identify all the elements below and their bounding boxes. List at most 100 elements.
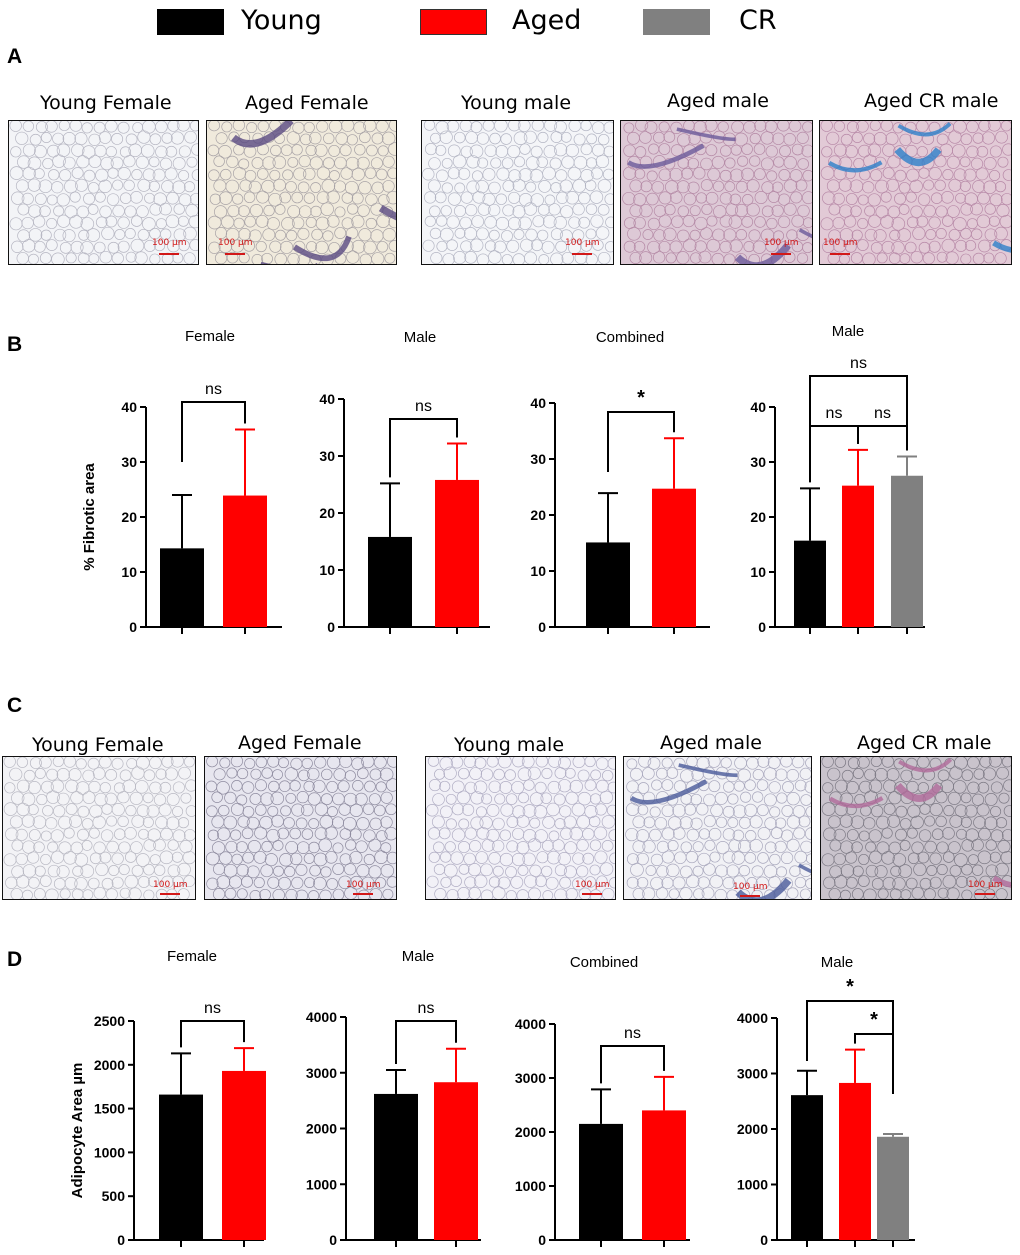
chart-5-y-tick-label-2: 1000 [94,1144,125,1160]
scale-label-c-4: 100 µm [733,882,768,892]
scale-label-a-2: 100 µm [218,238,253,248]
chart-6-y-tick-label-0: 0 [329,1232,337,1248]
chart-3-title: Combined [596,329,664,346]
scale-label-c-3: 100 µm [575,880,610,890]
chart-1-y-tick-label-4: 40 [121,399,137,415]
legend-label-aged: Aged [512,5,582,36]
scale-bar-c-3 [582,893,602,895]
panel-a-title-young-female: Young Female [40,92,172,114]
chart-1-y-label: % Fibrotic area [81,463,98,571]
scale-bar-c-4 [740,895,760,897]
chart-2-y-tick-label-1: 10 [319,562,335,578]
chart-1-y-tick-label-2: 20 [121,509,137,525]
chart-5-y-tick-label-0: 0 [117,1232,125,1248]
chart-5-title: Female [167,948,217,965]
chart-8-bar-young [791,1095,823,1240]
chart-2-y-tick-label-4: 40 [319,391,335,407]
scale-bar-c-1 [160,893,180,895]
chart-1-significance-bracket-0 [181,401,246,462]
scale-label-c-5: 100 µm [968,880,1003,890]
chart-5-bar-aged [222,1070,266,1240]
panel-letter-b: B [7,333,23,356]
chart-4-significance-bracket-0 [809,425,859,483]
chart-7-y-tick-label-4: 4000 [515,1016,546,1032]
chart-4-y-tick-label-2: 20 [750,509,766,525]
chart-6-y-tick-label-2: 2000 [306,1121,337,1137]
chart-8-significance-label-1: * [870,1009,878,1031]
scale-bar-a-4 [771,253,791,255]
chart-4-title: Male [832,323,865,340]
chart-7-y-tick-label-2: 2000 [515,1124,546,1140]
chart-3-y-tick-label-0: 0 [538,619,546,635]
chart-4-significance-label-1: ns [874,405,891,422]
chart-1-title: Female [185,328,235,345]
chart-2-significance-bracket-0 [389,418,458,478]
histology-image-c-young-male [425,756,616,900]
chart-8-bar-cr [877,1136,909,1240]
histology-image-a-young-female [8,120,199,265]
chart-4-bar-young [794,540,826,627]
panel-c-title-young-male: Young male [454,734,565,756]
panel-letter-a: A [7,45,23,68]
chart-7-significance-bracket-0 [600,1045,665,1084]
chart-3-bar-aged [652,488,696,627]
chart-4-y-tick-label-1: 10 [750,564,766,580]
chart-8-y-tick-label-3: 3000 [737,1066,768,1082]
chart-2-title: Male [404,329,437,346]
chart-1-y-tick-label-1: 10 [121,564,137,580]
chart-7-y-tick-label-0: 0 [538,1232,546,1248]
histology-image-a-young-male [421,120,614,265]
chart-8-y-tick-label-0: 0 [760,1232,768,1248]
chart-6-bar-young [374,1093,418,1240]
panel-a-title-aged-cr-male: Aged CR male [864,90,999,112]
chart-8-significance-bracket-0 [806,1000,894,1061]
chart-4-y-tick-label-4: 40 [750,399,766,415]
chart-5-y-tick-label-5: 2500 [94,1013,125,1029]
chart-6-significance-label-0: ns [418,1000,435,1017]
chart-1-bar-aged [223,495,267,627]
panel-c-title-aged-male: Aged male [660,732,762,754]
legend-label-young: Young [241,5,322,36]
chart-3-y-tick-label-1: 10 [530,563,546,579]
scale-label-c-1: 100 µm [153,880,188,890]
chart-7-y-tick-label-3: 3000 [515,1070,546,1086]
chart-2-significance-label-0: ns [415,398,432,415]
scale-label-a-4: 100 µm [764,238,799,248]
panel-letter-d: D [7,948,23,971]
chart-2-bar-young [368,536,412,627]
chart-5-significance-bracket-0 [180,1020,245,1048]
histology-image-c-aged-male [623,756,812,900]
chart-8-significance-bracket-1 [854,1033,894,1094]
chart-7-significance-label-0: ns [624,1025,641,1042]
scale-label-c-2: 100 µm [346,880,381,890]
chart-5-y-tick-label-3: 1500 [94,1101,125,1117]
chart-2-y-tick-label-0: 0 [327,619,335,635]
legend-swatch-young [157,9,224,35]
chart-8-bar-aged [839,1082,871,1240]
histology-image-c-young-female [2,756,196,900]
histology-image-a-aged-female [206,120,397,265]
chart-3-bar-young [586,542,630,627]
chart-3-y-tick-label-4: 40 [530,395,546,411]
chart-4-y-tick-label-0: 0 [758,619,766,635]
chart-8-y-tick-label-4: 4000 [737,1010,768,1026]
chart-7-y-tick-label-1: 1000 [515,1178,546,1194]
chart-8-title: Male [821,954,854,971]
chart-6-y-tick-label-3: 3000 [306,1065,337,1081]
chart-1-y-tick-label-3: 30 [121,454,137,470]
chart-4-significance-label-2: ns [850,355,867,372]
chart-3-y-tick-label-2: 20 [530,507,546,523]
histology-image-a-aged-cr-male [819,120,1012,265]
chart-3-significance-label-0: * [637,387,645,409]
panel-letter-c: C [7,694,23,717]
chart-7-bar-young [579,1123,623,1240]
scale-label-a-1: 100 µm [152,238,187,248]
chart-3-y-tick-label-3: 30 [530,451,546,467]
chart-4-y-tick-label-3: 30 [750,454,766,470]
chart-5-bar-young [159,1094,203,1240]
scale-bar-c-5 [975,893,995,895]
histology-image-c-aged-cr-male [820,756,1012,900]
chart-5-y-label: Adipocyte Area µm [69,1063,86,1199]
chart-1-bar-young [160,548,204,627]
